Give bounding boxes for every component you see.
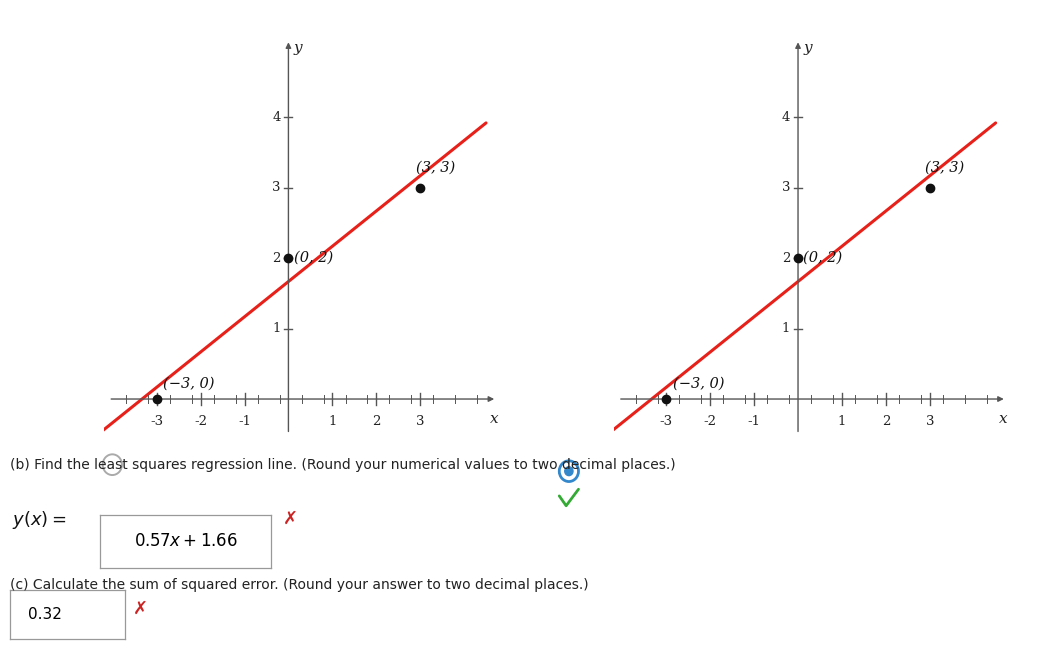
Text: -3: -3 — [150, 415, 163, 428]
Text: 1: 1 — [838, 415, 847, 428]
Text: 0.32: 0.32 — [27, 607, 61, 622]
Text: (−3, 0): (−3, 0) — [673, 376, 725, 391]
Text: ✗: ✗ — [283, 509, 298, 528]
Text: 4: 4 — [782, 110, 790, 123]
Text: $0.57x + 1.66$: $0.57x + 1.66$ — [134, 533, 237, 550]
Text: -1: -1 — [238, 415, 251, 428]
Text: y: y — [803, 41, 812, 55]
Text: 1: 1 — [272, 322, 281, 335]
Text: 4: 4 — [272, 110, 281, 123]
Text: ✗: ✗ — [133, 600, 149, 618]
Text: -2: -2 — [194, 415, 207, 428]
Text: -3: -3 — [659, 415, 673, 428]
Text: 3: 3 — [416, 415, 424, 428]
Text: 3: 3 — [782, 181, 790, 194]
Circle shape — [565, 467, 573, 476]
Text: -2: -2 — [704, 415, 717, 428]
Text: x: x — [490, 411, 498, 426]
Text: 3: 3 — [272, 181, 281, 194]
Text: (0, 2): (0, 2) — [803, 251, 842, 265]
Text: 2: 2 — [782, 252, 790, 265]
Text: y: y — [293, 41, 303, 55]
Text: 2: 2 — [882, 415, 890, 428]
Text: 1: 1 — [782, 322, 790, 335]
Text: 2: 2 — [272, 252, 281, 265]
Text: (b) Find the least squares regression line. (Round your numerical values to two : (b) Find the least squares regression li… — [10, 458, 676, 472]
Text: (0, 2): (0, 2) — [293, 251, 333, 265]
Text: 2: 2 — [372, 415, 381, 428]
Text: 1: 1 — [329, 415, 337, 428]
Text: (3, 3): (3, 3) — [926, 161, 965, 175]
Text: -1: -1 — [748, 415, 760, 428]
Text: 3: 3 — [926, 415, 934, 428]
Text: (c) Calculate the sum of squared error. (Round your answer to two decimal places: (c) Calculate the sum of squared error. … — [10, 578, 589, 592]
Text: (−3, 0): (−3, 0) — [163, 376, 215, 391]
Text: $y(x) =$: $y(x) =$ — [12, 509, 67, 532]
Text: (3, 3): (3, 3) — [416, 161, 456, 175]
Text: x: x — [999, 411, 1008, 426]
